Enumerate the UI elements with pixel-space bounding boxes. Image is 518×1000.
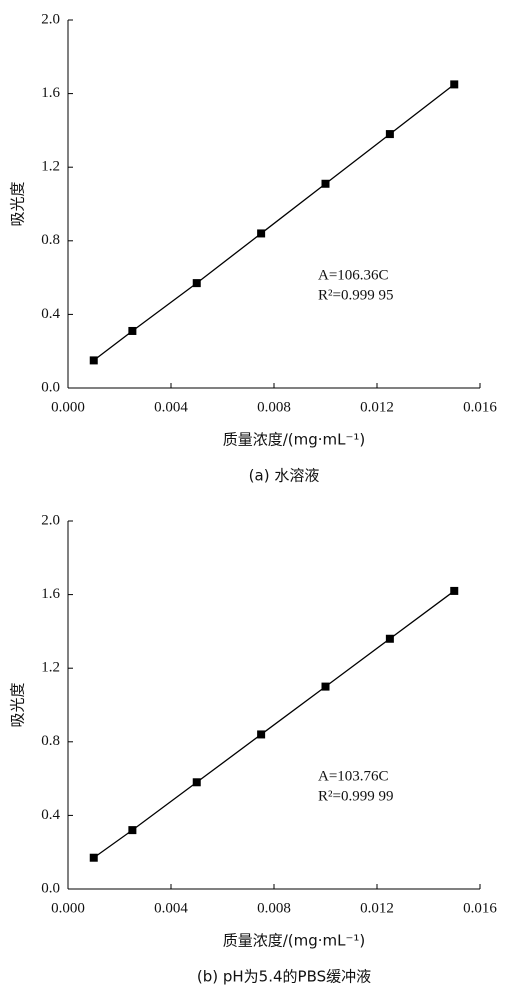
x-tick-label: 0.000: [51, 900, 85, 916]
annotation: R²=0.999 95: [318, 287, 393, 303]
point: [128, 326, 137, 335]
x-tick-label: 0.000: [51, 399, 85, 415]
point: [192, 279, 201, 288]
y-tick-label: 1.2: [41, 159, 60, 175]
x-tick-label: 0.008: [257, 900, 291, 916]
y-tick-label: 0.4: [41, 807, 60, 823]
point: [321, 179, 330, 188]
x-tick-label: 0.012: [360, 900, 394, 916]
point: [128, 826, 137, 835]
point: [385, 130, 394, 139]
point: [89, 853, 98, 862]
x-tick-label: 0.012: [360, 399, 394, 415]
point: [321, 682, 330, 691]
x-tick-label: 0.004: [154, 900, 188, 916]
annotation: A=106.36C: [318, 267, 389, 283]
y-tick-label: 0.8: [41, 232, 60, 248]
y-axis-label: 吸光度: [9, 682, 27, 727]
y-axis-label: 吸光度: [9, 181, 27, 226]
point: [89, 356, 98, 365]
point: [257, 229, 266, 238]
y-tick-label: 2.0: [41, 11, 60, 27]
y-tick-label: 0.0: [41, 880, 60, 896]
x-axis-label: 质量浓度/(mg·mL⁻¹): [223, 932, 366, 950]
point: [192, 778, 201, 787]
annotation: R²=0.999 99: [318, 788, 393, 804]
point: [385, 634, 394, 643]
point: [450, 586, 459, 595]
caption: (a) 水溶液: [249, 467, 320, 485]
point: [257, 730, 266, 739]
annotation: A=103.76C: [318, 768, 389, 784]
x-tick-label: 0.016: [463, 900, 497, 916]
fit-line: [93, 590, 455, 859]
x-tick-label: 0.008: [257, 399, 291, 415]
y-tick-label: 1.2: [41, 660, 60, 676]
y-tick-label: 1.6: [41, 85, 60, 101]
y-tick-label: 0.4: [41, 306, 60, 322]
caption: (b) pH为5.4的PBS缓冲液: [197, 968, 371, 986]
y-tick-label: 2.0: [41, 512, 60, 528]
x-axis-label: 质量浓度/(mg·mL⁻¹): [223, 431, 366, 449]
point: [450, 80, 459, 89]
y-tick-label: 0.8: [41, 733, 60, 749]
fit-line: [93, 83, 455, 361]
y-tick-label: 0.0: [41, 379, 60, 395]
x-tick-label: 0.004: [154, 399, 188, 415]
y-tick-label: 1.6: [41, 586, 60, 602]
x-tick-label: 0.016: [463, 399, 497, 415]
